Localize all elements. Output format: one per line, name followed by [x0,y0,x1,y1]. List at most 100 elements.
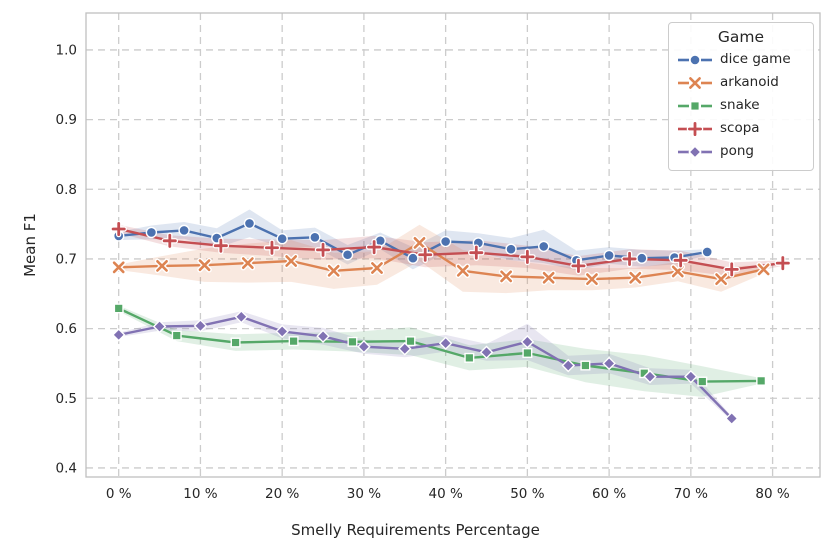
marker-circle [243,217,256,230]
marker-square [580,360,591,371]
legend-swatch [678,144,712,159]
marker-diamond [561,358,576,373]
marker-x [371,262,383,274]
marker-diamond [688,144,702,159]
marker-x [285,255,298,267]
series-line-pong [117,315,733,420]
marker-x [156,260,168,272]
marker-plus [469,245,484,260]
marker-diamond [684,369,698,384]
series-markers-arkanoid [111,235,771,287]
series-band-pong [118,311,732,421]
series-band-snake [118,305,762,397]
marker-circle [145,226,158,239]
y-tick-label: 0.4 [56,460,77,476]
marker-diamond [152,319,167,334]
x-tick-label: 80 % [755,486,789,502]
series-markers-scopa [110,220,792,278]
series-markers-snake [113,303,767,387]
marker-plus [775,256,790,271]
marker-square [689,100,701,111]
y-tick-label: 0.6 [56,321,77,337]
y-tick-label: 0.5 [56,391,77,407]
y-tick-label: 0.8 [56,182,77,198]
marker-plus [367,240,382,255]
legend-row-dice-game: dice game [677,48,805,71]
plot-border [85,12,821,478]
marker-circle [341,249,354,261]
marker-circle [407,252,419,264]
marker-circle [309,231,321,244]
x-tick-label: 60 % [592,486,626,502]
legend-row-scopa: scopa [677,117,805,140]
marker-diamond [520,335,535,349]
marker-diamond [193,319,208,333]
marker-x [413,237,426,249]
x-tick-label: 30 % [347,486,381,502]
marker-plus [673,253,688,268]
marker-square [347,336,358,347]
marker-plus [520,249,535,264]
marker-plus [622,251,637,266]
marker-circle [689,53,701,66]
legend-title: Game [717,28,765,46]
legend-swatch [678,75,712,90]
marker-plus [111,221,126,236]
series-line-arkanoid [117,241,765,281]
legend-label: pong [720,142,754,159]
marker-square [756,375,767,386]
marker-circle [505,243,517,255]
marker-diamond [357,339,371,354]
legend: Game dice game arkanoid snake scopa pong [668,22,814,171]
marker-circle [636,252,648,264]
marker-circle [439,235,452,248]
marker-square [522,347,533,358]
marker-x [542,271,555,284]
series-markers-pong [111,309,739,426]
marker-x [715,273,727,286]
marker-diamond [111,328,126,342]
marker-square [171,330,182,341]
marker-diamond [438,336,453,351]
marker-diamond [724,411,739,426]
marker-x [757,263,770,276]
marker-plus [724,262,739,277]
y-axis-title: Mean F1 [21,213,39,277]
marker-x [689,76,701,89]
series-band-dice-game [118,209,708,271]
marker-square [113,303,124,314]
marker-diamond [602,356,616,371]
marker-x [586,273,598,286]
marker-circle [178,224,190,237]
legend-label: snake [720,96,760,113]
marker-diamond [397,342,412,356]
marker-x [241,257,254,270]
marker-square [464,352,475,363]
marker-square [230,337,241,348]
marker-plus [264,240,279,255]
y-tick-label: 1.0 [56,42,77,58]
marker-circle [276,233,288,245]
marker-plus [316,242,331,257]
marker-square [288,336,299,347]
x-axis-title: Smelly Requirements Percentage [291,521,540,539]
marker-square [405,336,416,347]
marker-square [697,376,708,387]
marker-plus [213,238,228,253]
x-tick-label: 0 % [106,486,132,502]
legend-swatch [678,53,712,66]
marker-diamond [316,329,330,344]
legend-label: scopa [720,119,760,136]
marker-plus [418,247,433,262]
marker-x [198,259,211,272]
marker-diamond [275,324,289,339]
marker-circle [701,246,713,258]
marker-x [500,270,513,283]
x-tick-label: 40 % [428,486,462,502]
marker-plus [688,121,702,136]
marker-circle [538,240,550,253]
x-tick-label: 50 % [510,486,544,502]
legend-swatch [678,121,712,136]
